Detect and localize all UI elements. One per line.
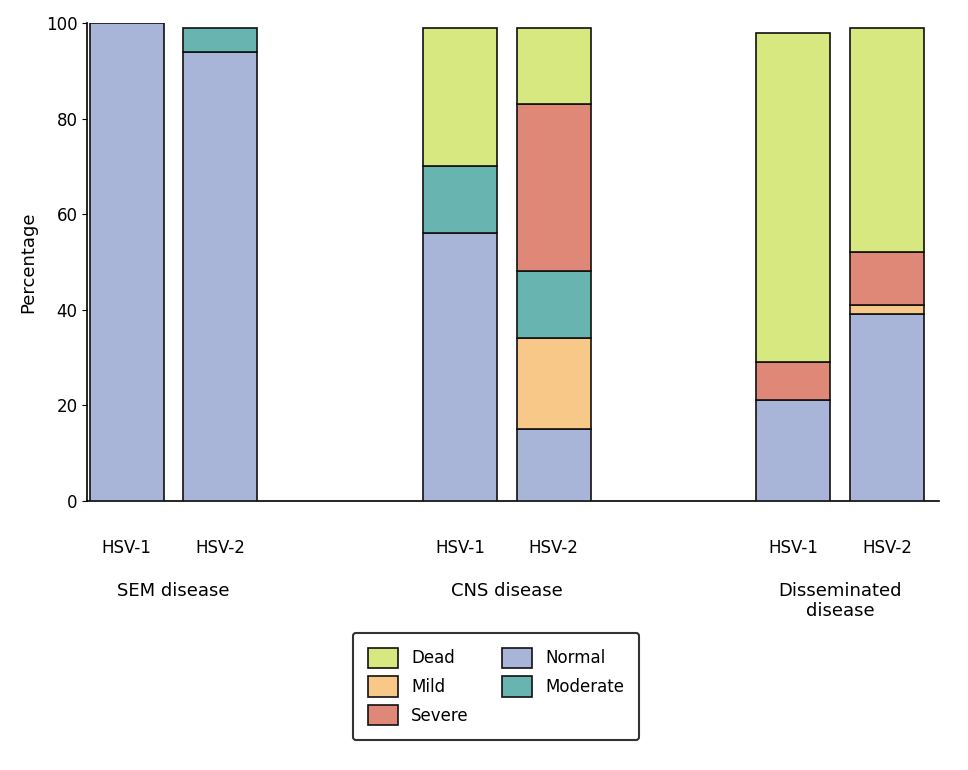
Text: HSV-1: HSV-1 [435,539,485,557]
Bar [850,305,924,314]
Bar [183,28,257,52]
Bar [517,429,590,500]
Bar [850,314,924,500]
Bar [517,271,590,338]
Text: CNS disease: CNS disease [451,581,562,600]
Bar [756,400,831,501]
Bar [850,28,924,253]
Bar [90,23,164,500]
Bar [423,233,497,500]
Bar [756,362,831,400]
Text: Disseminated
disease: Disseminated disease [778,581,902,621]
Bar [756,32,831,362]
Bar [517,28,590,104]
Bar [517,338,590,429]
Text: HSV-2: HSV-2 [196,539,246,557]
Text: HSV-1: HSV-1 [769,539,818,557]
Legend: Dead, Mild, Severe, Normal, Moderate: Dead, Mild, Severe, Normal, Moderate [352,633,639,741]
Text: HSV-1: HSV-1 [102,539,152,557]
Bar [850,253,924,305]
Y-axis label: Percentage: Percentage [19,211,38,313]
Bar [183,52,257,500]
Bar [423,28,497,166]
Text: HSV-2: HSV-2 [529,539,579,557]
Text: SEM disease: SEM disease [117,581,229,600]
Bar [423,166,497,233]
Text: HSV-2: HSV-2 [862,539,912,557]
Bar [517,104,590,271]
